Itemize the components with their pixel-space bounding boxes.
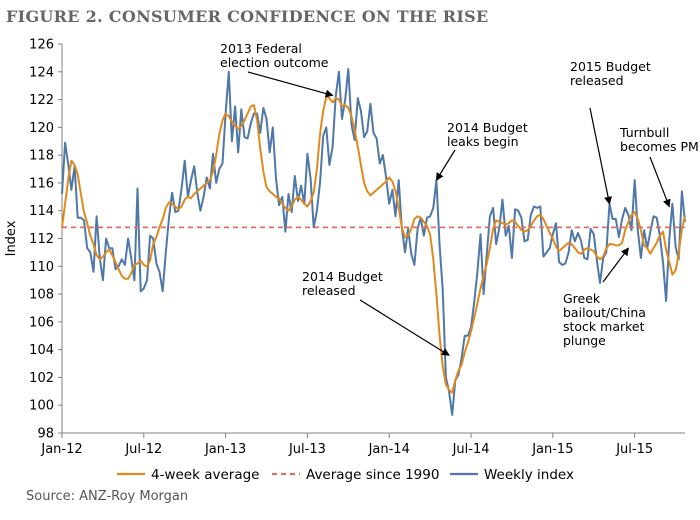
series-4-week-average <box>61 95 686 394</box>
annotation-label: 2014 Budget released <box>302 269 383 298</box>
x-tick-label: Jul-15 <box>615 442 653 457</box>
annotation-label: Turnbull becomes PM <box>619 125 699 154</box>
figure-title: FIGURE 2. CONSUMER CONFIDENCE ON THE RIS… <box>6 7 489 26</box>
y-tick-label: 118 <box>29 149 54 164</box>
x-tick-label: Jul-14 <box>452 442 490 457</box>
annotation-arrow <box>435 149 456 182</box>
source-note: Source: ANZ-Roy Morgan <box>26 489 189 504</box>
y-tick-label: 120 <box>29 121 54 136</box>
y-tick-label: 116 <box>29 176 54 191</box>
legend-average-since-1990: Average since 1990 <box>272 467 439 483</box>
y-tick-label: 110 <box>29 260 54 275</box>
y-tick-label: 100 <box>29 399 54 414</box>
series-weekly-index <box>61 68 686 416</box>
annotation-arrow <box>589 107 613 205</box>
x-tick-label: Jul-12 <box>124 442 162 457</box>
y-tick-label: 102 <box>29 371 54 386</box>
y-tick-label: 104 <box>29 343 54 358</box>
annotation-arrow <box>247 71 334 98</box>
legend-label: 4-week average <box>151 467 260 483</box>
annotation-arrow <box>649 156 671 208</box>
y-tick-label: 108 <box>29 288 54 303</box>
x-tick-label: Jan-12 <box>40 442 82 457</box>
axis-layer: 98 100 102 104 106 108 110 112 114 116 118 120 122 12… <box>4 38 685 457</box>
annotation-label: 2014 Budget leaks begin <box>447 120 528 149</box>
annotation-label: Greek bailout/China stock market plunge <box>563 291 646 348</box>
annotation-label: 2015 Budget released <box>570 59 651 88</box>
y-tick-label: 114 <box>29 204 54 219</box>
y-tick-label: 124 <box>29 65 54 80</box>
x-tick-label: Jul-13 <box>288 442 326 457</box>
annotation-arrow <box>602 247 629 283</box>
legend-4-week-average: 4-week average <box>117 467 260 483</box>
y-tick-label: 98 <box>37 427 54 442</box>
x-tick-label: Jan-14 <box>368 442 410 457</box>
y-tick-label: 126 <box>29 38 54 53</box>
y-tick-label: 122 <box>29 93 54 108</box>
y-tick-label: 112 <box>29 232 54 247</box>
series-layer <box>61 68 686 416</box>
annotation-label: 2013 Federal election outcome <box>220 41 329 70</box>
legend: 4-week average Average since 1990 Weekly i… <box>117 467 574 483</box>
y-tick-label: 106 <box>29 315 54 330</box>
x-tick-label: Jan-13 <box>204 442 246 457</box>
x-tick-label: Jan-15 <box>531 442 573 457</box>
legend-label: Average since 1990 <box>306 467 439 483</box>
annotation-arrow <box>359 299 450 356</box>
y-axis-title: Index <box>4 220 19 256</box>
legend-weekly-index: Weekly index <box>450 467 574 483</box>
annotation-layer: 2013 Federal election outcome 2014 Budget l… <box>220 41 699 356</box>
legend-label: Weekly index <box>484 467 574 483</box>
